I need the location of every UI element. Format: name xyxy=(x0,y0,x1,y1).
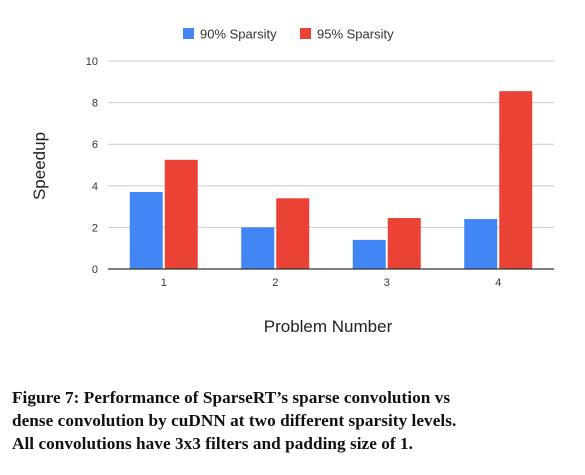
bar-problem-4-series-2 xyxy=(499,91,533,269)
bars xyxy=(129,91,533,269)
chart-container: 0 2 4 6 8 10 1 2 3 4 90% Sparsity 95% Sparsity Sp… xyxy=(30,27,554,336)
caption-line-3: All convolutions have 3x3 filters and pa… xyxy=(12,434,414,453)
y-tick-label-10: 10 xyxy=(86,56,98,68)
y-tick-label-8: 8 xyxy=(92,98,98,110)
y-tick-label-2: 2 xyxy=(92,222,98,234)
legend-label-90-sparsity: 90% Sparsity xyxy=(200,27,277,42)
bar-problem-3-series-2 xyxy=(387,218,421,269)
y-tick-label-4: 4 xyxy=(92,181,98,193)
figure-caption: Figure 7: Performance of SparseRT’s spar… xyxy=(12,386,580,455)
y-tick-label-0: 0 xyxy=(92,264,98,276)
legend-swatch-90-sparsity xyxy=(183,28,194,39)
caption-line-1: Figure 7: Performance of SparseRT’s spar… xyxy=(12,388,451,407)
bar-problem-1-series-2 xyxy=(164,159,198,269)
bar-problem-3-series-1 xyxy=(352,239,386,269)
bar-problem-1-series-1 xyxy=(129,192,163,269)
x-tick-label-2: 2 xyxy=(272,277,278,289)
bar-problem-2-series-2 xyxy=(276,198,310,269)
x-tick-label-1: 1 xyxy=(161,277,167,289)
caption-line-2: dense convolution by cuDNN at two differ… xyxy=(12,411,457,430)
legend: 90% Sparsity 95% Sparsity xyxy=(183,27,394,42)
y-tick-label-6: 6 xyxy=(92,139,98,151)
legend-swatch-95-sparsity xyxy=(300,28,311,39)
x-axis-title: Problem Number xyxy=(264,317,393,336)
legend-label-95-sparsity: 95% Sparsity xyxy=(317,27,394,42)
y-axis-title: Speedup xyxy=(30,132,49,200)
x-tick-label-3: 3 xyxy=(384,277,390,289)
x-tick-label-4: 4 xyxy=(495,277,501,289)
bar-problem-2-series-1 xyxy=(241,227,275,269)
bar-problem-4-series-1 xyxy=(464,219,498,269)
